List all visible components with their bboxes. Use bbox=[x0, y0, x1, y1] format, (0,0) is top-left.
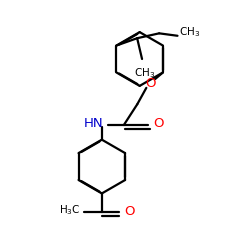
Text: CH$_3$: CH$_3$ bbox=[134, 66, 155, 80]
Text: CH$_3$: CH$_3$ bbox=[179, 25, 200, 39]
Text: HN: HN bbox=[84, 117, 103, 130]
Text: O: O bbox=[153, 117, 164, 130]
Text: O: O bbox=[124, 205, 134, 218]
Text: H$_3$C: H$_3$C bbox=[59, 204, 80, 218]
Text: O: O bbox=[146, 77, 156, 90]
